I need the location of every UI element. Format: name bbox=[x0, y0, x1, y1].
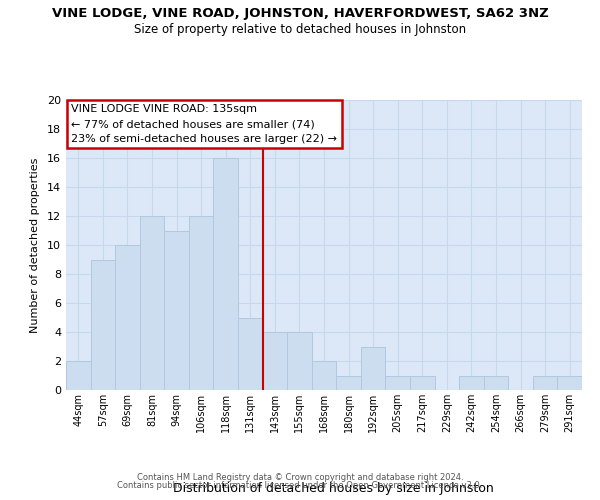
Bar bbox=[91, 260, 115, 390]
Bar bbox=[115, 245, 140, 390]
Bar bbox=[336, 376, 361, 390]
Bar bbox=[484, 376, 508, 390]
Text: Distribution of detached houses by size in Johnston: Distribution of detached houses by size … bbox=[173, 482, 493, 495]
Text: Contains HM Land Registry data © Crown copyright and database right 2024.: Contains HM Land Registry data © Crown c… bbox=[137, 472, 463, 482]
Bar bbox=[263, 332, 287, 390]
Text: VINE LODGE VINE ROAD: 135sqm
← 77% of detached houses are smaller (74)
23% of se: VINE LODGE VINE ROAD: 135sqm ← 77% of de… bbox=[71, 104, 337, 144]
Bar bbox=[189, 216, 214, 390]
Bar bbox=[410, 376, 434, 390]
Bar bbox=[557, 376, 582, 390]
Text: VINE LODGE, VINE ROAD, JOHNSTON, HAVERFORDWEST, SA62 3NZ: VINE LODGE, VINE ROAD, JOHNSTON, HAVERFO… bbox=[52, 8, 548, 20]
Bar bbox=[459, 376, 484, 390]
Y-axis label: Number of detached properties: Number of detached properties bbox=[30, 158, 40, 332]
Text: Size of property relative to detached houses in Johnston: Size of property relative to detached ho… bbox=[134, 22, 466, 36]
Bar bbox=[214, 158, 238, 390]
Bar bbox=[385, 376, 410, 390]
Bar bbox=[312, 361, 336, 390]
Bar bbox=[164, 230, 189, 390]
Bar bbox=[140, 216, 164, 390]
Bar bbox=[238, 318, 263, 390]
Bar bbox=[533, 376, 557, 390]
Text: Contains public sector information licensed under the Open Government Licence v3: Contains public sector information licen… bbox=[118, 481, 482, 490]
Bar bbox=[361, 346, 385, 390]
Bar bbox=[287, 332, 312, 390]
Bar bbox=[66, 361, 91, 390]
